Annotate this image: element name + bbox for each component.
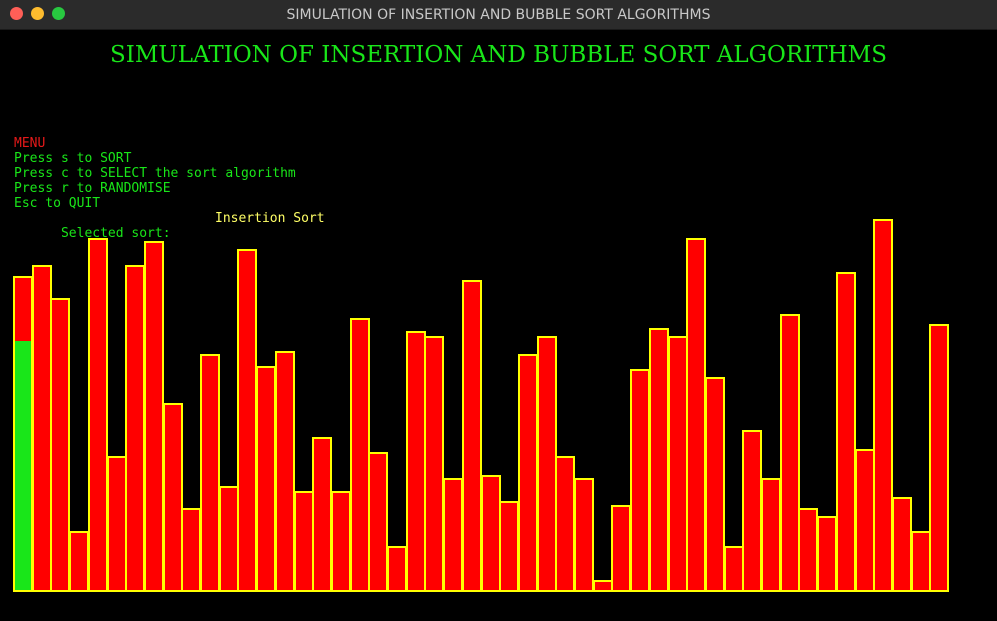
- array-bar: [929, 324, 950, 592]
- array-bar: [143, 241, 164, 592]
- array-bar: [349, 318, 370, 592]
- array-bar: [461, 280, 482, 592]
- array-bar: [574, 478, 594, 592]
- array-bar: [611, 505, 632, 592]
- menu-item-randomise: Press r to RANDOMISE: [14, 181, 171, 196]
- menu-item-quit: Esc to QUIT: [14, 196, 101, 211]
- array-bar: [686, 238, 707, 592]
- array-bar: [218, 486, 239, 592]
- array-bar: [69, 531, 90, 592]
- array-bar: [274, 351, 295, 592]
- window-controls: [10, 7, 65, 20]
- array-bar: [517, 354, 538, 592]
- array-bar: [779, 314, 800, 592]
- menu-item-select: Press c to SELECT the sort algorithm: [14, 166, 296, 181]
- array-bar: [742, 430, 763, 592]
- array-bar: [312, 437, 333, 592]
- array-bar: [555, 456, 576, 592]
- bar-visualization: [13, 200, 950, 592]
- selected-sort-row: Selected sort: Insertion Sort: [14, 211, 325, 241]
- array-bar: [162, 403, 183, 592]
- title-bar: SIMULATION OF INSERTION AND BUBBLE SORT …: [0, 0, 997, 30]
- array-bar: [443, 478, 464, 592]
- array-bar: [798, 508, 819, 592]
- array-bar: [835, 272, 856, 592]
- array-bar: [499, 501, 520, 592]
- array-bar: [910, 531, 931, 592]
- selected-sort-label: Selected sort:: [60, 226, 171, 241]
- array-bar: [31, 265, 52, 592]
- array-bar: [630, 369, 651, 592]
- array-bar: [817, 516, 838, 592]
- menu-title: MENU: [14, 136, 46, 151]
- array-bar: [592, 580, 613, 592]
- array-bar: [667, 336, 688, 592]
- array-bar: [293, 491, 314, 592]
- array-bar: [200, 354, 220, 592]
- array-bar: [387, 546, 407, 592]
- minimize-window-button[interactable]: [31, 7, 44, 20]
- array-bar: [125, 265, 146, 592]
- array-bar: [405, 331, 426, 592]
- array-bar: [13, 276, 33, 592]
- array-bar: [648, 328, 669, 592]
- array-bar: [87, 238, 108, 592]
- close-window-button[interactable]: [10, 7, 23, 20]
- array-bar: [761, 478, 781, 592]
- array-bar: [106, 456, 127, 592]
- array-bar: [723, 546, 744, 592]
- window-title: SIMULATION OF INSERTION AND BUBBLE SORT …: [286, 6, 711, 23]
- array-bar: [536, 336, 557, 592]
- array-bar: [424, 336, 445, 592]
- selected-sort-value: Insertion Sort: [215, 211, 325, 226]
- array-bar: [50, 298, 71, 592]
- menu-panel: MENU Press s to SORT Press c to SELECT t…: [14, 136, 325, 241]
- page-heading: SIMULATION OF INSERTION AND BUBBLE SORT …: [110, 42, 887, 68]
- array-bar: [704, 377, 725, 592]
- maximize-window-button[interactable]: [52, 7, 65, 20]
- array-bar: [237, 249, 258, 592]
- array-bar: [854, 449, 875, 592]
- array-bar: [891, 497, 912, 592]
- array-bar: [368, 452, 389, 592]
- array-bar: [181, 508, 202, 592]
- menu-item-sort: Press s to SORT: [14, 151, 132, 166]
- array-bar: [256, 366, 277, 592]
- array-bar: [480, 475, 501, 592]
- array-bar: [330, 491, 351, 592]
- array-bar: [873, 219, 894, 592]
